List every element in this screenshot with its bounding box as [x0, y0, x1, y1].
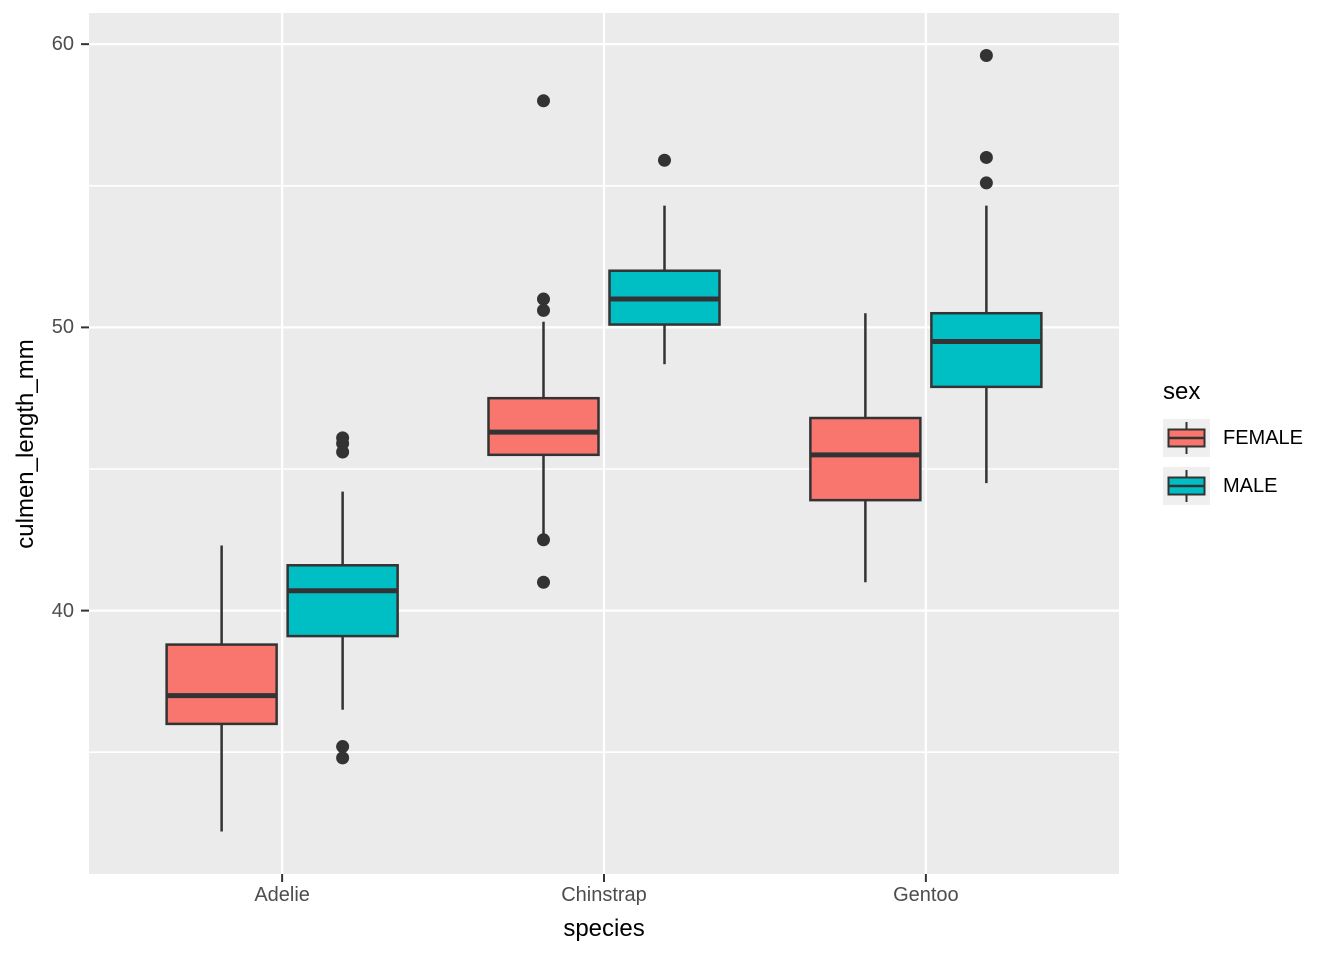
y-tick-label: 60 — [51, 33, 74, 56]
x-tick-label: Chinstrap — [561, 884, 647, 906]
boxplot-female-chinstrap — [487, 94, 600, 589]
outlier-point — [979, 176, 993, 190]
boxplot-female-gentoo — [809, 313, 922, 583]
iqr-box — [809, 416, 922, 502]
legend: sex FEMALE MALE — [1163, 378, 1303, 515]
legend-key-female-boxplot-icon — [1163, 419, 1210, 457]
y-axis-title: culmen_length_mm — [12, 339, 39, 549]
boxplot-male-gentoo — [930, 48, 1043, 484]
outlier-point — [658, 153, 671, 167]
outlier-point — [537, 533, 550, 547]
boxplot-female-adelie — [165, 545, 278, 832]
outlier-point — [336, 751, 350, 765]
outlier-point — [336, 445, 350, 459]
iqr-box — [286, 564, 399, 638]
outlier-point — [537, 292, 550, 306]
iqr-box — [487, 396, 600, 457]
y-tick-label: 50 — [51, 316, 74, 339]
outlier-point — [537, 575, 550, 589]
x-axis-title: species — [563, 915, 645, 942]
legend-label-female: FEMALE — [1223, 427, 1304, 449]
outlier-point — [537, 94, 550, 108]
iqr-box — [930, 311, 1043, 389]
legend-item-male: MALE — [1163, 467, 1303, 505]
boxplot-male-adelie — [286, 431, 399, 765]
legend-key-male-boxplot-icon — [1163, 467, 1210, 505]
outlier-point — [979, 150, 993, 164]
x-tick-label: Gentoo — [893, 884, 959, 906]
iqr-box — [165, 643, 278, 726]
legend-title: sex — [1163, 378, 1201, 405]
legend-label-male: MALE — [1223, 475, 1278, 497]
outlier-point — [979, 48, 993, 62]
outlier-point — [537, 303, 550, 317]
legend-item-female: FEMALE — [1163, 419, 1303, 457]
outlier-point — [336, 740, 350, 754]
x-tick-label: Adelie — [254, 884, 310, 906]
boxplot-male-chinstrap — [608, 153, 721, 365]
y-tick-label: 40 — [51, 599, 74, 622]
